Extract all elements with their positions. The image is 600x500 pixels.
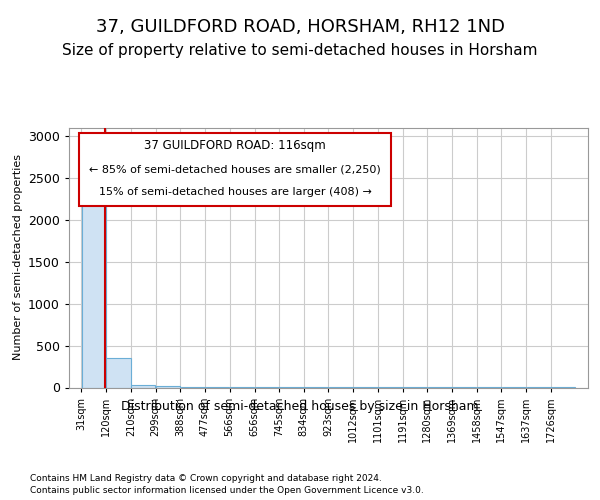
Text: Contains HM Land Registry data © Crown copyright and database right 2024.: Contains HM Land Registry data © Crown c… — [30, 474, 382, 483]
Text: Size of property relative to semi-detached houses in Horsham: Size of property relative to semi-detach… — [62, 42, 538, 58]
Text: Contains public sector information licensed under the Open Government Licence v3: Contains public sector information licen… — [30, 486, 424, 495]
Bar — [156, 386, 180, 388]
Bar — [181, 387, 205, 388]
Bar — [82, 194, 106, 388]
Text: Distribution of semi-detached houses by size in Horsham: Distribution of semi-detached houses by … — [121, 400, 479, 413]
Text: 37, GUILDFORD ROAD, HORSHAM, RH12 1ND: 37, GUILDFORD ROAD, HORSHAM, RH12 1ND — [95, 18, 505, 36]
Text: ← 85% of semi-detached houses are smaller (2,250): ← 85% of semi-detached houses are smalle… — [89, 164, 381, 174]
Bar — [106, 358, 131, 388]
Text: 37 GUILDFORD ROAD: 116sqm: 37 GUILDFORD ROAD: 116sqm — [144, 140, 326, 152]
FancyBboxPatch shape — [79, 132, 391, 206]
Bar — [131, 384, 155, 388]
Text: 15% of semi-detached houses are larger (408) →: 15% of semi-detached houses are larger (… — [98, 188, 371, 198]
Y-axis label: Number of semi-detached properties: Number of semi-detached properties — [13, 154, 23, 360]
